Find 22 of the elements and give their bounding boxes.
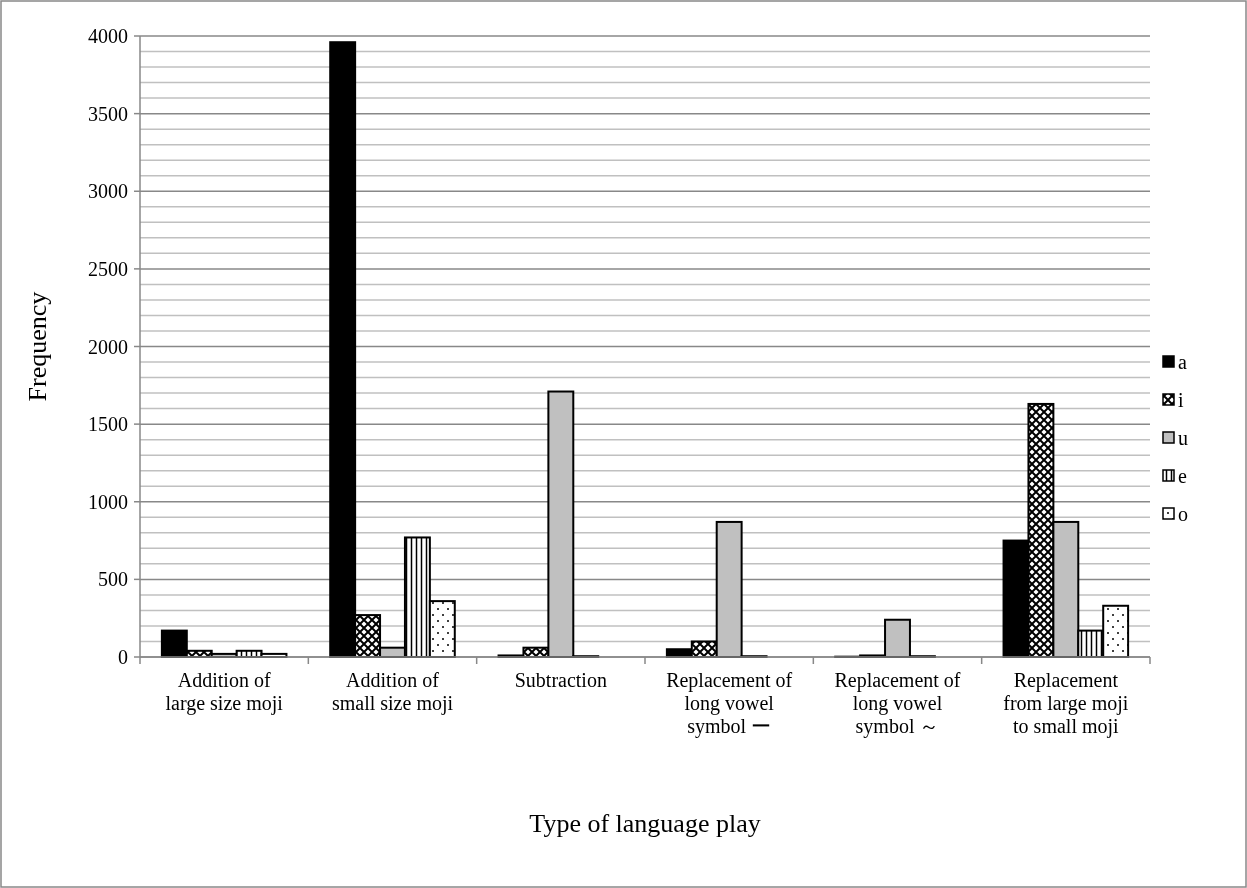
- y-tick-label: 1000: [88, 490, 128, 513]
- x-tick-label: Subtraction: [514, 669, 607, 691]
- x-tick-label: Replacement from large moji to small moji: [1003, 669, 1129, 738]
- y-tick-label: 3500: [88, 102, 128, 125]
- x-tick-label: Addition of large size moji: [165, 669, 284, 715]
- y-tick-label: 2500: [88, 257, 128, 280]
- legend-label: i: [1178, 389, 1184, 411]
- x-tick-label: Replacement of long vowel symbol ー: [666, 669, 793, 738]
- x-tick-label: Addition of small size moji: [331, 669, 454, 715]
- x-axis-title: Type of language play: [529, 809, 761, 838]
- legend-label: e: [1178, 465, 1187, 487]
- legend-label: o: [1178, 503, 1188, 525]
- y-tick-label: 4000: [88, 25, 128, 47]
- legend-label: u: [1178, 427, 1188, 449]
- y-tick-label: 3000: [88, 180, 128, 203]
- y-tick-label: 2000: [88, 335, 128, 358]
- y-axis-title: Frequency: [23, 291, 52, 402]
- y-tick-label: 0: [118, 646, 128, 668]
- y-tick-label: 500: [98, 568, 128, 591]
- legend-label: a: [1178, 351, 1187, 373]
- x-tick-label: Replacement of long vowel symbol ～: [834, 669, 961, 738]
- y-tick-label: 1500: [88, 413, 128, 436]
